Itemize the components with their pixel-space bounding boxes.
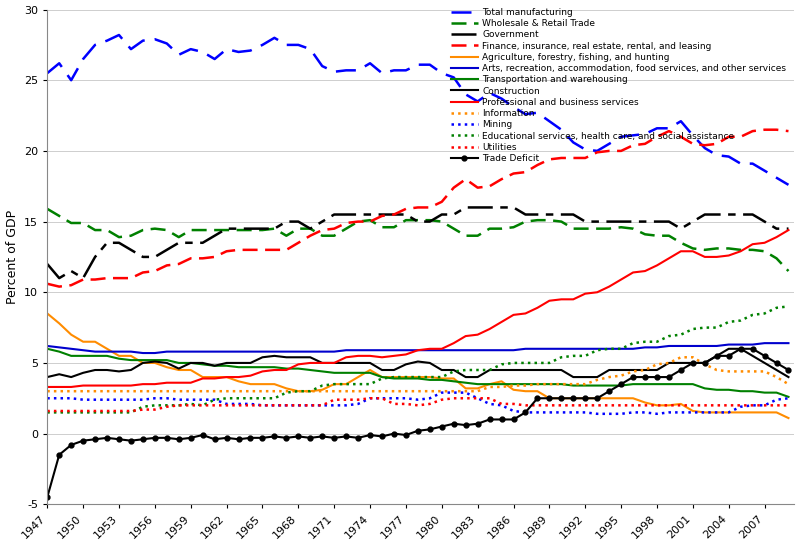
Y-axis label: Percent of GDP: Percent of GDP: [6, 210, 18, 304]
Legend: Total manufacturing, Wholesale & Retail Trade, Government, Finance, insurance, r: Total manufacturing, Wholesale & Retail …: [447, 4, 790, 167]
